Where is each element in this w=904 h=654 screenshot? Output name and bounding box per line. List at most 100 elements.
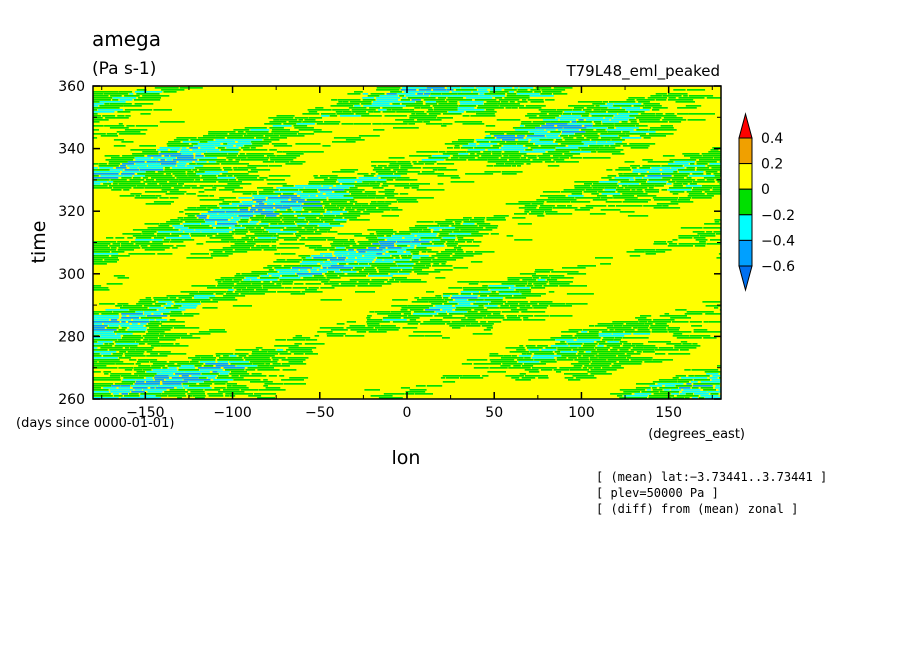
field-stroke <box>520 123 545 125</box>
field-stroke <box>473 363 501 365</box>
field-stroke <box>634 249 656 251</box>
field-stroke <box>97 341 113 343</box>
field-stroke <box>304 227 314 229</box>
field-stroke <box>309 195 316 197</box>
field-stroke <box>322 267 327 269</box>
field-stroke <box>227 137 255 139</box>
field-stroke <box>250 217 265 219</box>
field-stroke <box>93 349 108 351</box>
colorbar-under-triangle <box>738 265 753 292</box>
field-stroke <box>484 305 498 307</box>
field-stroke <box>462 223 475 225</box>
field-stroke <box>477 157 499 159</box>
field-stroke <box>216 355 221 357</box>
field-stroke <box>584 365 610 367</box>
field-stroke <box>630 147 649 149</box>
field-stroke <box>337 99 361 101</box>
field-stroke <box>161 325 185 327</box>
field-stroke <box>112 99 119 101</box>
field-stroke <box>388 251 398 253</box>
field-stroke <box>93 249 117 251</box>
field-stroke <box>437 257 464 259</box>
field-stroke <box>412 313 437 315</box>
field-stroke <box>369 183 381 185</box>
field-stroke <box>93 173 119 175</box>
field-stroke <box>460 377 484 379</box>
field-stroke <box>318 279 330 281</box>
field-stroke <box>279 243 305 245</box>
field-stroke <box>179 211 184 213</box>
field-stroke <box>308 247 317 249</box>
note-line: [ (diff) from (mean) zonal ] <box>596 502 799 516</box>
field-stroke <box>433 231 453 233</box>
field-stroke <box>566 341 594 343</box>
field-stroke <box>673 333 683 335</box>
field-stroke <box>509 155 522 157</box>
field-stroke <box>619 211 635 213</box>
field-stroke <box>553 155 573 157</box>
field-stroke <box>452 155 480 157</box>
field-stroke <box>479 143 498 145</box>
field-stroke <box>451 141 474 143</box>
field-stroke <box>111 189 122 191</box>
field-stroke <box>479 93 484 95</box>
field-stroke <box>195 397 205 399</box>
field-stroke <box>195 153 202 155</box>
field-stroke <box>222 225 235 227</box>
field-stroke <box>226 387 249 389</box>
field-stroke <box>504 97 530 99</box>
field-stroke <box>477 145 491 147</box>
field-stroke <box>394 173 408 175</box>
field-stroke <box>619 389 646 391</box>
field-stroke <box>406 251 411 253</box>
field-stroke <box>113 187 132 189</box>
field-stroke <box>201 223 215 225</box>
field-stroke <box>514 87 519 89</box>
field-stroke <box>397 201 419 203</box>
field-stroke <box>656 203 679 205</box>
field-stroke <box>639 167 651 169</box>
field-stroke <box>397 93 416 95</box>
field-stroke <box>417 93 424 95</box>
field-stroke <box>366 317 371 319</box>
field-stroke <box>640 315 652 317</box>
field-stroke <box>632 343 644 345</box>
field-stroke <box>583 117 604 119</box>
field-stroke <box>397 251 404 253</box>
field-stroke <box>122 305 143 307</box>
field-stroke <box>489 133 505 135</box>
field-stroke <box>174 175 188 177</box>
field-stroke <box>638 319 652 321</box>
field-stroke <box>521 365 534 367</box>
field-stroke <box>310 269 317 271</box>
field-stroke <box>432 105 459 107</box>
field-stroke <box>489 355 504 357</box>
field-stroke <box>581 129 594 131</box>
field-stroke <box>368 263 396 265</box>
field-stroke <box>526 163 531 165</box>
field-stroke <box>693 181 715 183</box>
field-stroke <box>178 161 193 163</box>
field-stroke <box>198 169 222 171</box>
field-stroke <box>349 279 370 281</box>
field-stroke <box>557 109 573 111</box>
field-stroke <box>626 353 641 355</box>
field-stroke <box>491 151 502 153</box>
field-stroke <box>667 245 693 247</box>
field-stroke <box>373 129 385 131</box>
field-stroke <box>568 105 595 107</box>
field-stroke <box>155 387 175 389</box>
field-stroke <box>120 307 148 309</box>
field-stroke <box>93 319 109 321</box>
field-stroke <box>139 169 164 171</box>
field-stroke <box>534 271 550 273</box>
field-stroke <box>247 241 272 243</box>
field-stroke <box>548 281 573 283</box>
field-stroke <box>440 377 446 379</box>
field-stroke <box>682 343 692 345</box>
field-stroke <box>672 193 679 195</box>
field-stroke <box>596 143 615 145</box>
field-stroke <box>428 157 449 159</box>
field-stroke <box>358 271 377 273</box>
field-stroke <box>336 113 354 115</box>
